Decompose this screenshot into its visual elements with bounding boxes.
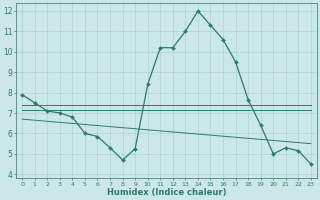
X-axis label: Humidex (Indice chaleur): Humidex (Indice chaleur) — [107, 188, 226, 197]
